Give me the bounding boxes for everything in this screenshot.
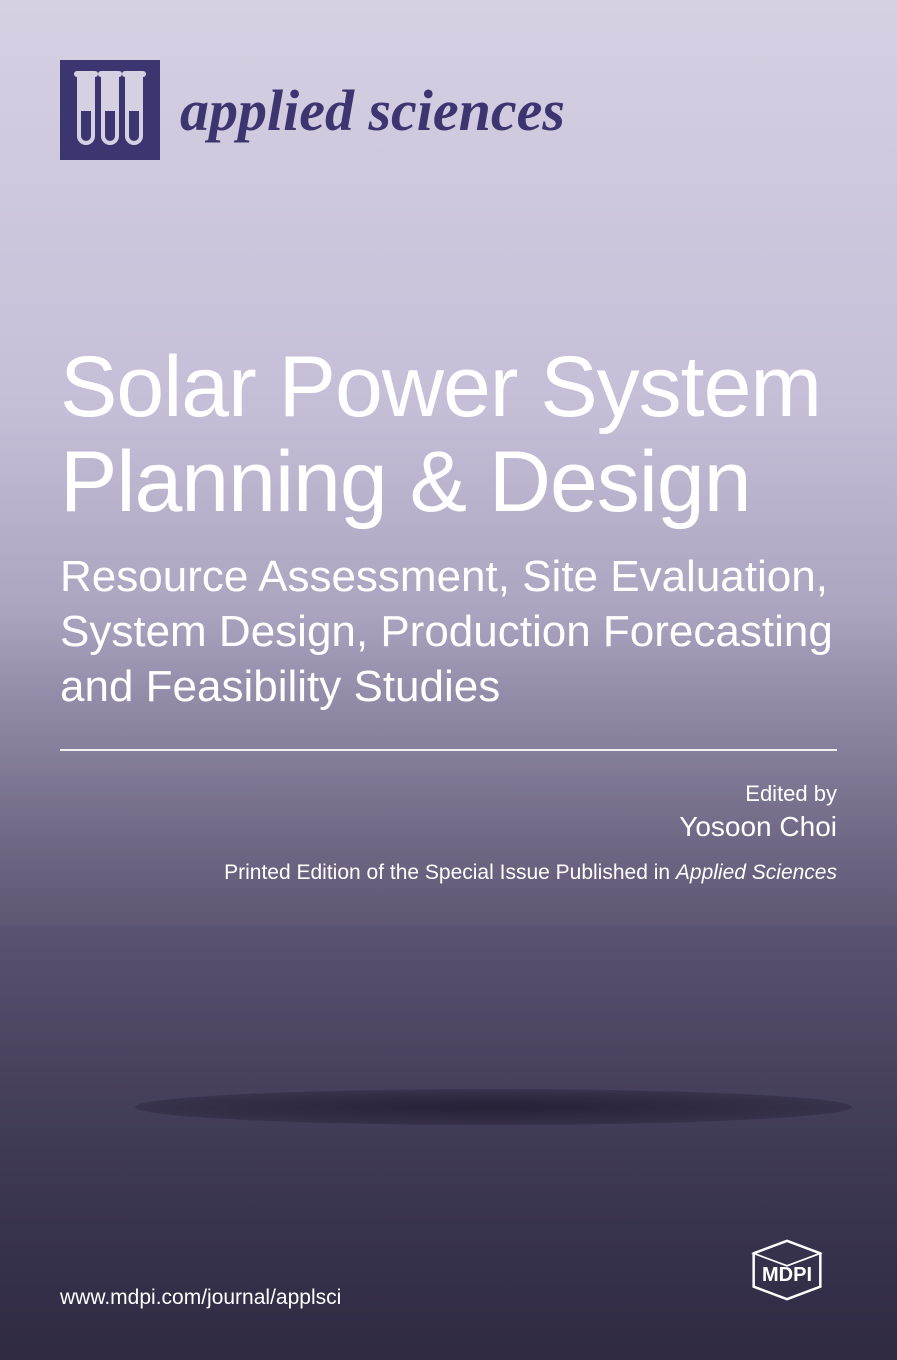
book-title: Solar Power System Planning & Design [60, 340, 837, 529]
test-tube-icon [125, 75, 143, 145]
printed-edition-text: Printed Edition of the Special Issue Pub… [60, 861, 837, 885]
journal-name: applied sciences [180, 77, 565, 144]
mdpi-logo-icon: MDPI [737, 1230, 837, 1310]
journal-url: www.mdpi.com/journal/applsci [60, 1286, 341, 1310]
printed-edition-journal: Applied Sciences [676, 861, 837, 884]
cover-content: applied sciences Solar Power System Plan… [0, 0, 897, 1360]
editor-name: Yosoon Choi [60, 811, 837, 843]
printed-edition-prefix: Printed Edition of the Special Issue Pub… [224, 861, 676, 884]
test-tube-icon [101, 75, 119, 145]
journal-logo-section: applied sciences [60, 60, 837, 160]
edited-by-label: Edited by [60, 781, 837, 807]
book-subtitle: Resource Assessment, Site Evaluation, Sy… [60, 549, 837, 714]
svg-text:MDPI: MDPI [762, 1264, 812, 1286]
test-tubes-icon [60, 60, 160, 160]
editor-section: Edited by Yosoon Choi [60, 781, 837, 843]
test-tube-icon [77, 75, 95, 145]
divider-line [60, 749, 837, 751]
footer: www.mdpi.com/journal/applsci MDPI [60, 1230, 837, 1310]
publisher-logo: MDPI [737, 1230, 837, 1310]
